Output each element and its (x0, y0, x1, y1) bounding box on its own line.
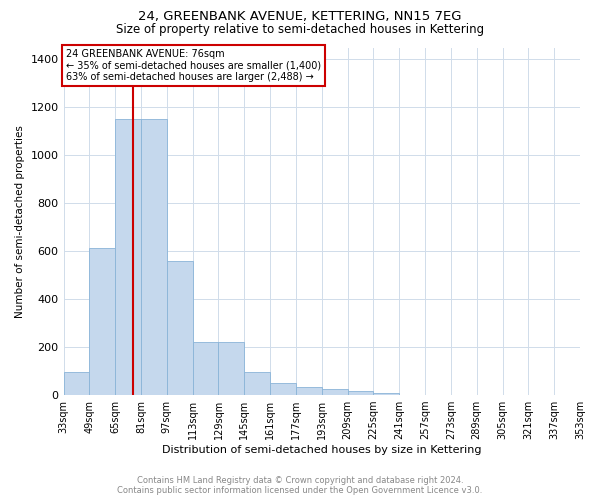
Bar (373, 392, 399, 395)
Bar (64, 372, 89, 395)
Bar (244, 372, 270, 395)
Bar (296, 386, 322, 395)
Bar (89, 248, 115, 395)
Bar (270, 383, 296, 395)
Bar (218, 342, 244, 395)
Text: 24 GREENBANK AVENUE: 76sqm
← 35% of semi-detached houses are smaller (1,400)
63%: 24 GREENBANK AVENUE: 76sqm ← 35% of semi… (66, 49, 321, 82)
Bar (347, 392, 373, 395)
Text: Contains HM Land Registry data © Crown copyright and database right 2024.
Contai: Contains HM Land Registry data © Crown c… (118, 476, 482, 495)
X-axis label: Distribution of semi-detached houses by size in Kettering: Distribution of semi-detached houses by … (162, 445, 482, 455)
Y-axis label: Number of semi-detached properties: Number of semi-detached properties (15, 125, 25, 318)
Bar (193, 342, 218, 395)
Text: 24, GREENBANK AVENUE, KETTERING, NN15 7EG: 24, GREENBANK AVENUE, KETTERING, NN15 7E… (138, 10, 462, 23)
Bar (141, 120, 167, 395)
Text: Size of property relative to semi-detached houses in Kettering: Size of property relative to semi-detach… (116, 22, 484, 36)
Bar (115, 120, 141, 395)
Bar (322, 389, 347, 395)
Bar (167, 261, 193, 395)
